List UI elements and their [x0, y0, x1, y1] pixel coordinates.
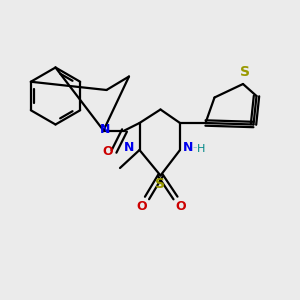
Text: S: S	[239, 64, 250, 79]
Text: O: O	[176, 200, 186, 213]
Text: N: N	[100, 122, 110, 136]
Text: O: O	[102, 145, 113, 158]
Text: N: N	[183, 141, 194, 154]
Text: N: N	[124, 141, 134, 154]
Text: ⁻: ⁻	[193, 144, 197, 153]
Text: S: S	[155, 177, 166, 191]
Text: H: H	[196, 143, 205, 154]
Text: O: O	[136, 200, 147, 213]
